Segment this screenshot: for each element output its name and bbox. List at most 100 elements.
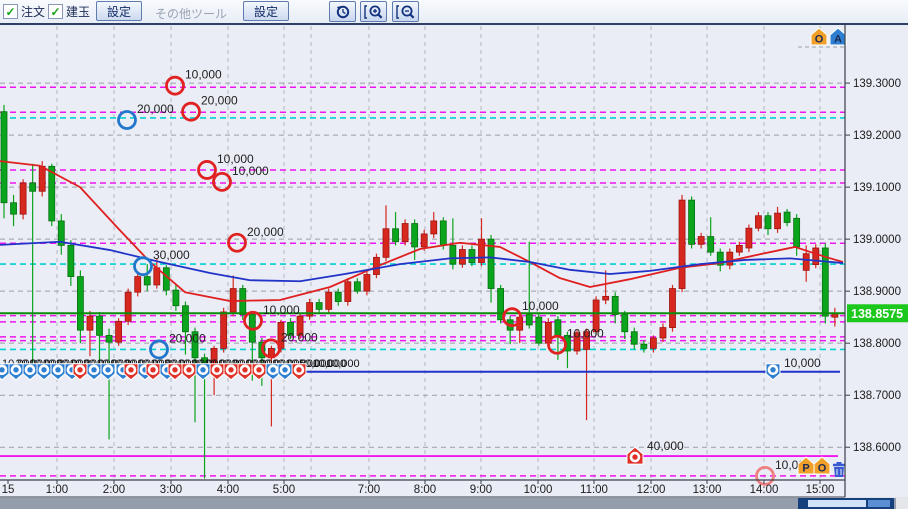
moving-average-red: [0, 160, 844, 302]
order-pin[interactable]: [8, 363, 24, 381]
order-checkbox[interactable]: ✓ 注文: [3, 3, 45, 20]
house-pin[interactable]: [626, 446, 644, 465]
candle-body: [640, 343, 648, 349]
house-pin[interactable]: O: [810, 27, 828, 46]
order-pin[interactable]: [50, 363, 66, 381]
candle: [468, 245, 476, 267]
moving-average-blue: [0, 240, 844, 283]
pin-o-icon: [253, 364, 265, 376]
candle-body: [38, 165, 46, 192]
order-ring-marker[interactable]: 30,000: [133, 248, 191, 277]
candle: [640, 340, 648, 353]
price-tag-bg: [847, 304, 908, 323]
house-pin[interactable]: O: [813, 456, 831, 475]
candle: [334, 288, 342, 306]
ring-marker-label: 20,000: [201, 94, 238, 108]
candle: [430, 212, 438, 239]
order-ring-marker[interactable]: 10,000: [243, 303, 301, 331]
x-axis-label: 15:00: [806, 484, 835, 496]
pin-letter: A: [834, 34, 842, 46]
candle: [678, 194, 686, 293]
ring-marker-label: 30,000: [153, 248, 190, 262]
candle: [392, 212, 399, 246]
order-pin[interactable]: [36, 363, 52, 381]
pin-o-icon: [211, 364, 223, 376]
candle: [48, 163, 56, 227]
ring-icon: [261, 338, 281, 359]
candle-body: [812, 247, 820, 266]
order-pin[interactable]: [237, 363, 253, 381]
order-pin[interactable]: [251, 363, 267, 381]
settings-button-1[interactable]: 設定: [96, 1, 143, 21]
history-icon-button[interactable]: [329, 1, 356, 22]
order-pin[interactable]: [100, 363, 116, 381]
candle-body: [821, 247, 829, 317]
candle-body: [697, 236, 705, 245]
pin-o-icon: [24, 364, 36, 376]
pin-o-icon: [293, 364, 305, 376]
pin-volume-label: 10,000: [784, 356, 821, 370]
order-pin[interactable]: [22, 363, 38, 381]
candle: [755, 212, 762, 232]
order-ring-marker[interactable]: 10,000: [502, 299, 560, 328]
candle: [344, 278, 352, 306]
order-pin[interactable]: [167, 363, 183, 381]
order-ring-marker[interactable]: 20,000: [149, 331, 207, 360]
ring-marker-label: 20,000: [247, 225, 284, 239]
position-checkbox[interactable]: ✓ 建玉: [48, 3, 90, 20]
settings-button-2[interactable]: 設定: [243, 1, 290, 21]
ring-icon: [502, 307, 522, 328]
order-ring-marker[interactable]: 10,000: [212, 164, 270, 192]
current-price-tag: 138.8575: [847, 304, 908, 323]
order-pin[interactable]: [0, 363, 10, 381]
status-bar-button[interactable]: [868, 500, 890, 507]
x-axis-label: 3:00: [160, 484, 182, 496]
candle-body: [745, 227, 753, 249]
order-ring-marker[interactable]: 20,000: [181, 94, 239, 122]
candle: [621, 310, 629, 340]
y-axis-label: 138.9000: [853, 286, 901, 298]
order-ring-marker[interactable]: 10,000: [547, 327, 605, 355]
ring-marker-label: 10,000: [232, 164, 269, 178]
x-axis-label: 14:00: [750, 484, 779, 496]
order-pin[interactable]: [86, 363, 102, 381]
order-pin[interactable]: [277, 363, 293, 381]
status-bar-thumb[interactable]: [808, 500, 866, 507]
order-pin[interactable]: [209, 363, 225, 381]
ring-icon: [547, 334, 567, 355]
candle-body: [678, 199, 686, 289]
trash-icon[interactable]: [833, 462, 845, 477]
order-pin[interactable]: [291, 363, 307, 381]
x-axis-label: 7:00: [358, 484, 380, 496]
order-ring-marker[interactable]: 20,000: [117, 102, 175, 130]
house-pin[interactable]: A: [829, 27, 847, 46]
candle: [220, 307, 228, 353]
order-ring-marker[interactable]: 10,000: [197, 152, 255, 180]
order-pin[interactable]: [123, 363, 139, 381]
candle-body: [344, 281, 352, 302]
candle-body: [439, 220, 447, 246]
candle: [134, 271, 142, 297]
x-axis-label: 5:00: [273, 484, 295, 496]
order-pin[interactable]: [223, 363, 239, 381]
order-pin[interactable]: [145, 363, 161, 381]
order-ring-marker[interactable]: 20,000: [227, 225, 285, 253]
ring-icon: [117, 110, 137, 130]
zoom-in-icon-button[interactable]: [360, 1, 387, 22]
order-pin[interactable]: [72, 363, 88, 381]
toolbar: ✓ 注文 ✓ 建玉 設定 その他ツール 設定: [0, 0, 908, 25]
order-pin[interactable]: [765, 363, 781, 381]
order-ring-marker[interactable]: 10,000: [165, 68, 223, 96]
order-pin[interactable]: [181, 363, 197, 381]
candle: [363, 270, 371, 296]
pin-o-icon: [88, 364, 100, 376]
candle-body: [735, 244, 743, 253]
order-ring-marker[interactable]: 20,000: [261, 330, 319, 359]
house-pin[interactable]: P: [797, 456, 815, 475]
ring-marker-label: 20,000: [281, 330, 318, 344]
order-pin[interactable]: [195, 363, 211, 381]
y-axis-label: 139.3000: [853, 78, 901, 90]
candle-body: [191, 331, 199, 359]
zoom-out-icon-button[interactable]: [392, 1, 419, 22]
